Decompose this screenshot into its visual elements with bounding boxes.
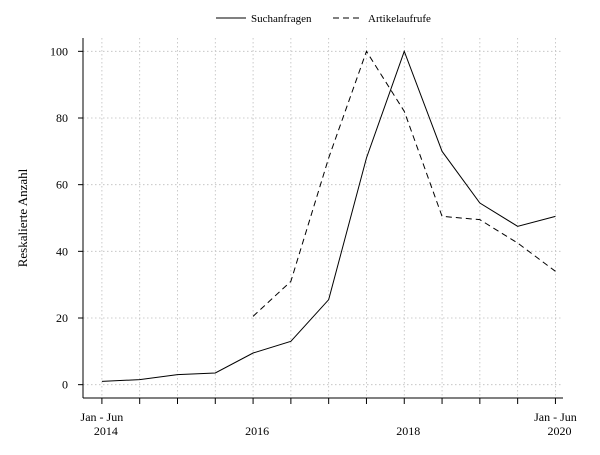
series-line-suchanfragen <box>101 49 556 382</box>
y-tick-label: 80 <box>56 111 68 125</box>
y-tick-label: 40 <box>56 244 68 258</box>
y-axis-title: Reskalierte Anzahl <box>15 168 30 267</box>
x-tick-label: Jan - Jun <box>534 410 577 424</box>
legend-label: Artikelaufrufe <box>368 13 431 25</box>
x-tick-label: 2014 <box>94 424 118 438</box>
x-tick-label: 2016 <box>245 424 269 438</box>
y-tick-label: 60 <box>56 178 68 192</box>
legend: Suchanfragen Artikelaufrufe <box>216 13 431 25</box>
x-tick-label: 2020 <box>547 424 571 438</box>
x-tick-label: 2018 <box>396 424 420 438</box>
series-line-artikelaufrufe <box>252 50 556 317</box>
x-tick-label: Jan - Jun <box>81 410 124 424</box>
y-tick-label: 100 <box>50 44 68 58</box>
legend-label: Suchanfragen <box>251 13 312 25</box>
y-tick-label: 20 <box>56 311 68 325</box>
grid <box>83 38 563 398</box>
series-lines <box>101 49 556 382</box>
y-tick-label: 0 <box>62 378 68 392</box>
